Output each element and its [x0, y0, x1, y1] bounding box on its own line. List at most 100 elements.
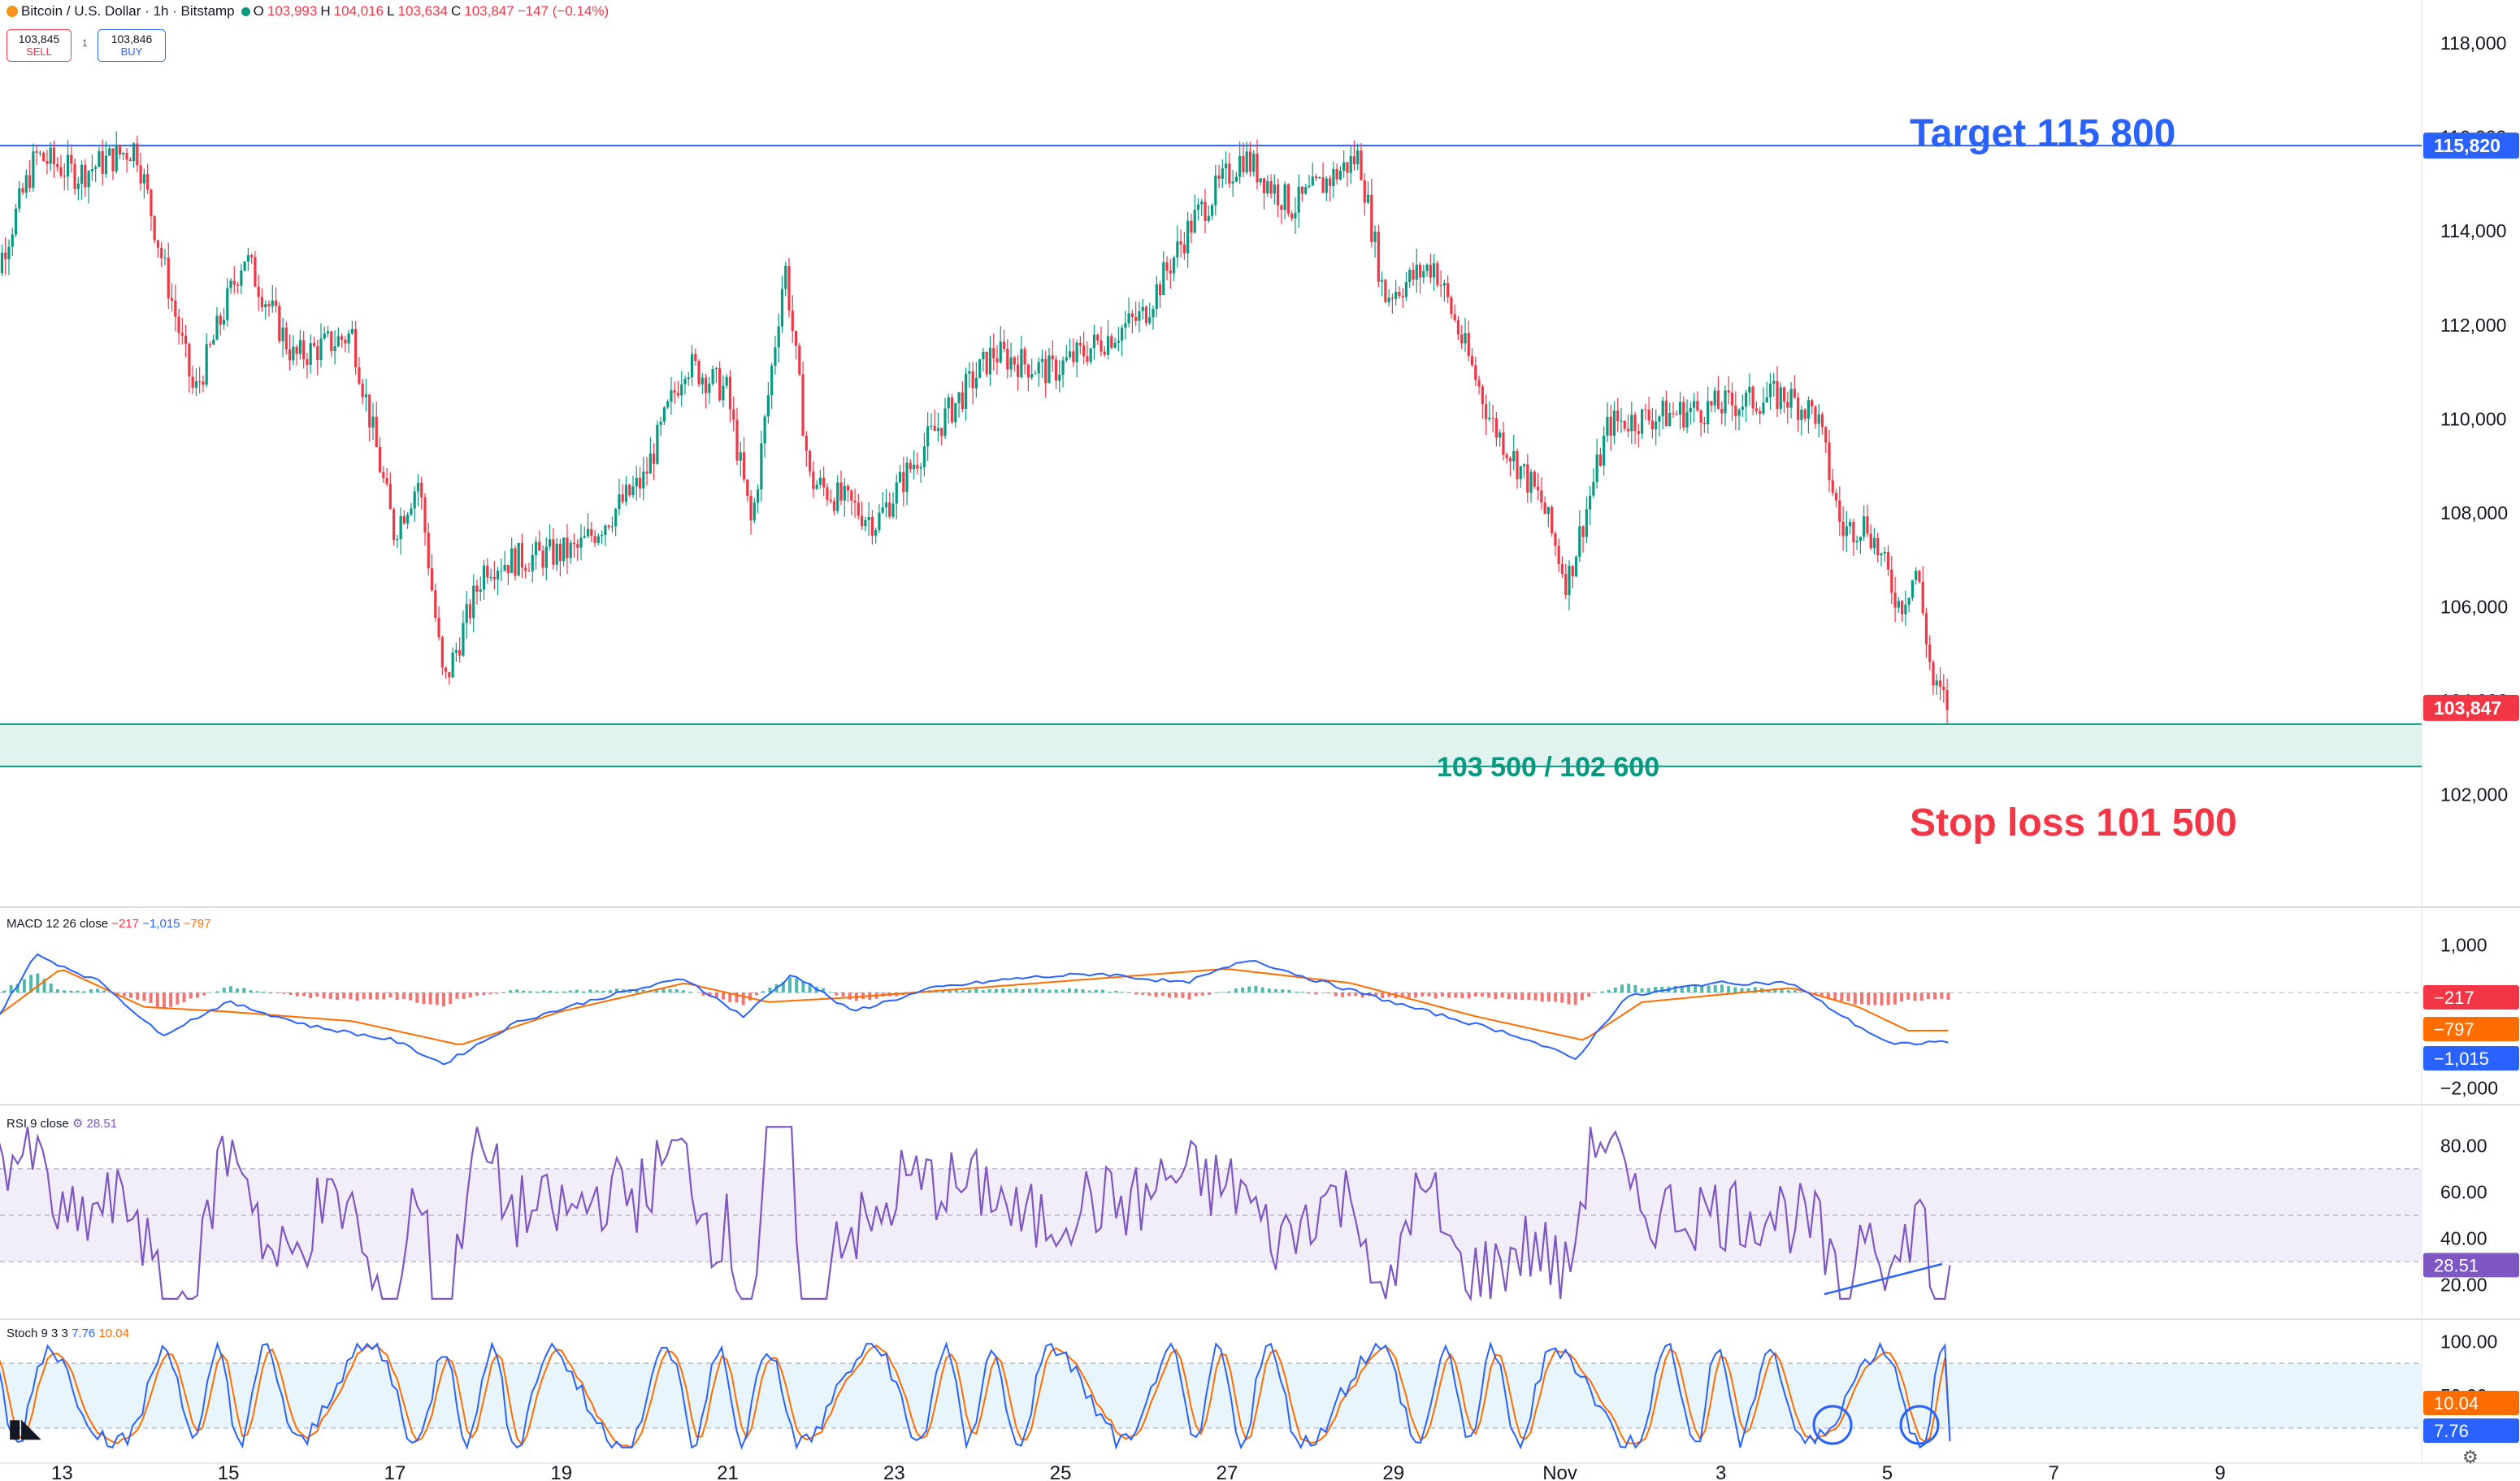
candle-body — [219, 315, 222, 325]
candle-body — [1710, 401, 1713, 406]
candle-body — [898, 471, 902, 483]
candle-body — [1158, 284, 1162, 295]
candle-body — [1086, 356, 1089, 363]
candle-body — [552, 539, 555, 565]
candle-body — [746, 479, 749, 497]
candle-body — [1598, 454, 1602, 466]
macd-histogram-bar — [1114, 991, 1118, 993]
macd-histogram-bar — [1321, 992, 1325, 993]
macd-histogram-bar — [661, 988, 666, 993]
macd-histogram-bar — [495, 992, 499, 994]
rsi-label: RSI 9 close — [7, 1117, 69, 1131]
macd-histogram-bar — [1913, 992, 1917, 1001]
price-axis-tick-label: 108,000 — [2440, 502, 2508, 523]
candle-body — [1442, 283, 1446, 286]
macd-histogram-bar — [1427, 992, 1431, 997]
candle-body — [798, 345, 801, 375]
buy-button[interactable]: 103,846 BUY — [98, 29, 166, 62]
candle-body — [510, 548, 514, 573]
macd-histogram-bar — [63, 990, 67, 993]
candle-body — [1893, 593, 1897, 608]
macd-histogram-bar — [674, 988, 679, 993]
candle-body — [1814, 406, 1817, 424]
candle-body — [673, 390, 676, 393]
candle-body — [940, 428, 943, 436]
candle-body — [1020, 349, 1023, 378]
candle-body — [517, 542, 520, 576]
buy-price: 103,846 — [111, 33, 153, 46]
macd-histogram-bar — [1241, 987, 1245, 993]
candle-body — [1013, 357, 1016, 365]
candle-body — [264, 304, 267, 308]
macd-histogram-bar — [768, 987, 772, 993]
candle-body — [818, 477, 822, 485]
candle-body — [420, 482, 423, 497]
candle-body — [541, 550, 544, 568]
macd-histogram-bar — [195, 992, 199, 998]
candle-body — [1075, 342, 1078, 363]
macd-histogram-bar — [428, 992, 432, 1005]
candle-body — [1592, 481, 1595, 496]
candle-body — [1121, 328, 1124, 341]
macd-histogram-bar — [362, 992, 366, 999]
rsi-legend[interactable]: RSI 9 close ⚙ 28.51 — [7, 1116, 117, 1131]
macd-histogram-bar — [89, 989, 93, 993]
candle-body — [1193, 210, 1196, 233]
macd-signal-line — [0, 968, 1949, 1045]
candle-body — [202, 381, 205, 385]
macd-histogram-bar — [1906, 992, 1911, 1000]
candle-body — [489, 576, 492, 578]
candle-body — [787, 266, 791, 311]
macd-histogram-bar — [974, 988, 978, 993]
macd-histogram-bar — [1327, 992, 1331, 994]
candle-body — [1214, 175, 1217, 206]
candle-body — [76, 183, 80, 189]
macd-legend[interactable]: MACD 12 26 close −217 −1,015 −797 — [7, 917, 210, 931]
macd-histogram-bar — [1167, 992, 1171, 998]
macd-histogram-bar — [1373, 992, 1377, 997]
macd-histogram-bar — [1101, 989, 1105, 993]
macd-histogram-bar — [1919, 992, 1924, 1001]
candle-body — [344, 339, 347, 344]
rsi-settings-icon[interactable]: ⚙ — [72, 1117, 84, 1131]
macd-histogram-bar — [635, 990, 639, 993]
candle-body — [1883, 552, 1886, 554]
candle-body — [4, 252, 7, 259]
candle-body — [257, 286, 260, 298]
macd-histogram-bar — [588, 989, 592, 993]
candle-body — [406, 515, 410, 524]
candle-body — [1398, 291, 1401, 296]
candle-body — [188, 343, 191, 377]
candle-body — [1737, 410, 1741, 416]
macd-histogram-bar — [1826, 992, 1830, 999]
macd-histogram-bar — [801, 981, 805, 993]
candle-body — [402, 516, 406, 524]
macd-histogram-bar — [1773, 988, 1777, 993]
candle-body — [146, 174, 150, 190]
macd-histogram-bar — [1533, 992, 1538, 1001]
candle-body — [544, 546, 548, 568]
macd-histogram-bar — [1420, 992, 1425, 997]
candle-body — [1928, 644, 1932, 662]
candle-body — [32, 151, 35, 189]
candle-body — [1047, 355, 1051, 384]
sell-button[interactable]: 103,845 SELL — [7, 29, 72, 62]
tradingview-logo-icon[interactable]: ▮◣ — [8, 1415, 41, 1442]
candle-body — [1477, 380, 1481, 387]
stoch-legend[interactable]: Stoch 9 3 3 7.76 10.04 — [7, 1327, 129, 1340]
candle-body — [160, 247, 163, 258]
candle-body — [1297, 186, 1300, 213]
candle-body — [1609, 416, 1612, 436]
macd-histogram-bar — [1008, 988, 1012, 993]
macd-histogram-bar — [176, 992, 180, 1005]
macd-histogram-bar — [994, 989, 998, 993]
candle-body — [333, 346, 336, 352]
candle-body — [1418, 264, 1422, 278]
chart-settings-icon[interactable]: ⚙ — [2462, 1447, 2479, 1467]
candle-body — [1259, 178, 1262, 183]
candle-body — [583, 536, 586, 538]
low-value: 103,634 — [397, 3, 448, 19]
candle-body — [1103, 351, 1106, 355]
macd-histogram-bar — [1127, 992, 1131, 993]
